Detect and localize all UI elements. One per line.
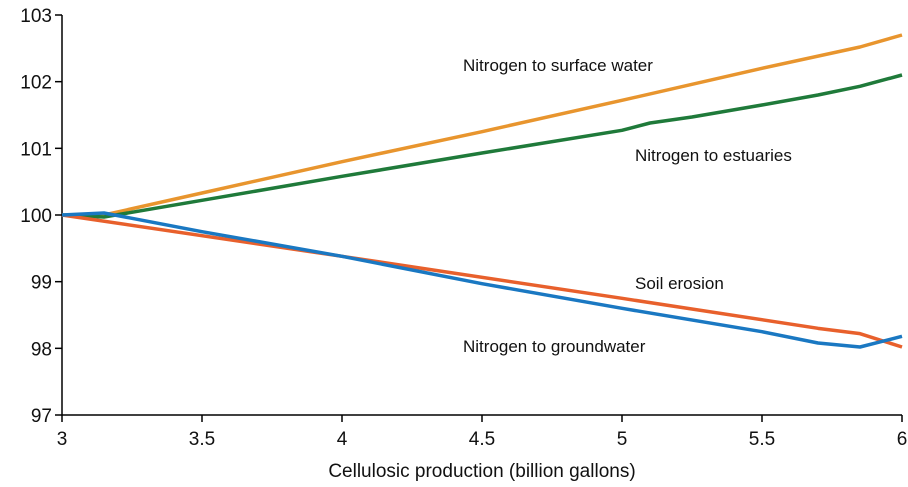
x-tick-label: 5.5: [749, 429, 775, 450]
series-line: [61, 211, 903, 349]
y-tick-label: 99: [31, 273, 52, 294]
y-tick-label: 97: [31, 406, 52, 427]
x-tick-label: 6: [897, 429, 908, 450]
y-tick-label: 102: [20, 73, 52, 94]
series-line: [61, 213, 903, 349]
series-label: Nitrogen to groundwater: [463, 337, 646, 356]
x-tick-label: 5: [617, 429, 628, 450]
series-line: [61, 73, 903, 219]
series-label: Soil erosion: [635, 274, 724, 293]
x-tick-label: 4.5: [469, 429, 495, 450]
y-tick-label: 101: [20, 139, 52, 160]
y-tick-label: 98: [31, 339, 52, 360]
x-tick-label: 3: [57, 429, 68, 450]
y-tick-label: 103: [20, 6, 52, 27]
x-tick-label: 3.5: [189, 429, 215, 450]
x-tick-label: 4: [337, 429, 348, 450]
series-label: Nitrogen to surface water: [463, 56, 653, 75]
x-axis-label: Cellulosic production (billion gallons): [328, 461, 635, 482]
y-tick-label: 100: [20, 206, 52, 227]
series-line: [62, 33, 903, 217]
series-label: Nitrogen to estuaries: [635, 146, 792, 165]
